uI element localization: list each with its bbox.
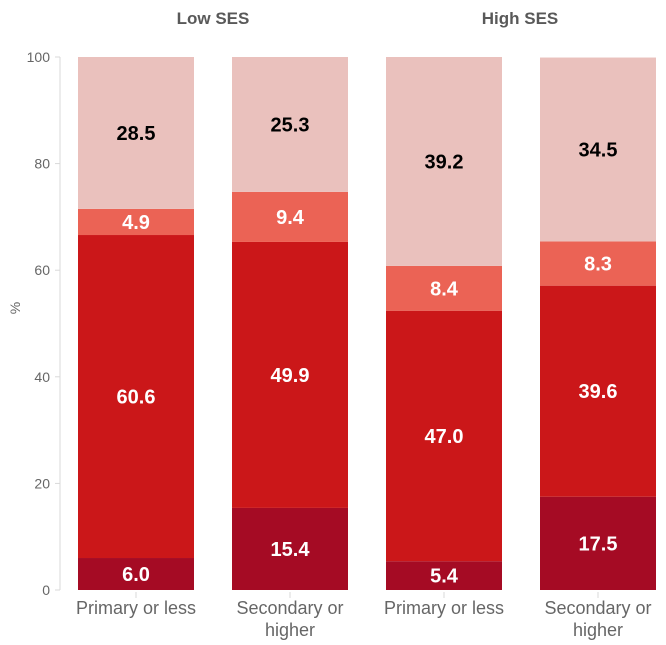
- bar-value-label: 5.4: [430, 566, 459, 588]
- bar-segment: [78, 57, 194, 209]
- x-category-label: Primary or less: [384, 598, 504, 618]
- bar-value-label: 39.6: [579, 381, 618, 403]
- bar-value-label: 15.4: [271, 539, 311, 561]
- x-axis-labels: Primary or less Secondary orhigherPrimary…: [76, 592, 652, 640]
- bar-segment: [386, 57, 502, 266]
- bar-value-label: 8.3: [584, 254, 612, 276]
- bar-segment: [78, 235, 194, 559]
- bar-value-label: 34.5: [579, 139, 618, 161]
- x-category-label: Primary or less: [76, 598, 196, 618]
- bar-segment: [386, 265, 502, 311]
- bar-value-label: 39.2: [425, 151, 464, 173]
- bar-segment: [540, 241, 656, 286]
- bar-value-label: 60.6: [117, 387, 156, 409]
- bar-segment: [78, 558, 194, 590]
- y-tick-label: 0: [42, 582, 50, 598]
- y-axis-ticks: 0 20 40 60 80 100: [27, 49, 60, 598]
- y-tick-label: 20: [34, 475, 50, 491]
- bar-segment: [540, 57, 656, 242]
- y-tick-label: 60: [34, 262, 50, 278]
- bar-segment: [232, 507, 348, 590]
- bar-segment: [232, 241, 348, 508]
- bar-value-label: 47.0: [425, 426, 464, 448]
- bar-value-label: 4.9: [122, 212, 150, 234]
- bar-segment: [540, 496, 656, 590]
- x-category-label: Secondary or: [236, 598, 343, 618]
- y-tick-label: 40: [34, 369, 50, 385]
- y-tick-label: 100: [27, 49, 51, 65]
- group-title-low-ses: Low SES: [177, 9, 250, 28]
- y-tick-label: 80: [34, 156, 50, 172]
- bar-value-label: 28.5: [117, 123, 156, 145]
- bar-value-label: 17.5: [579, 533, 618, 555]
- bar-value-label: 9.4: [276, 207, 305, 229]
- bar-segment: [232, 57, 348, 192]
- bar-segment: [232, 191, 348, 242]
- x-category-label: higher: [573, 620, 623, 640]
- bars: 6.0 60.6 4.9 28.5 15.4 49.9 9.4 25.3 5.4 47.0 8.4 3…: [78, 57, 656, 590]
- y-axis-label: %: [7, 302, 23, 314]
- bar-value-label: 8.4: [430, 278, 459, 300]
- bar-segment: [386, 561, 502, 590]
- x-category-label: higher: [265, 620, 315, 640]
- bar-value-label: 6.0: [122, 564, 150, 586]
- x-category-label: Secondary or: [544, 598, 651, 618]
- group-title-high-ses: High SES: [482, 9, 559, 28]
- bar-value-label: 25.3: [271, 114, 310, 136]
- bar-segment: [386, 310, 502, 562]
- bar-value-label: 49.9: [271, 365, 310, 387]
- bar-segment: [78, 208, 194, 236]
- bar-segment: [540, 285, 656, 497]
